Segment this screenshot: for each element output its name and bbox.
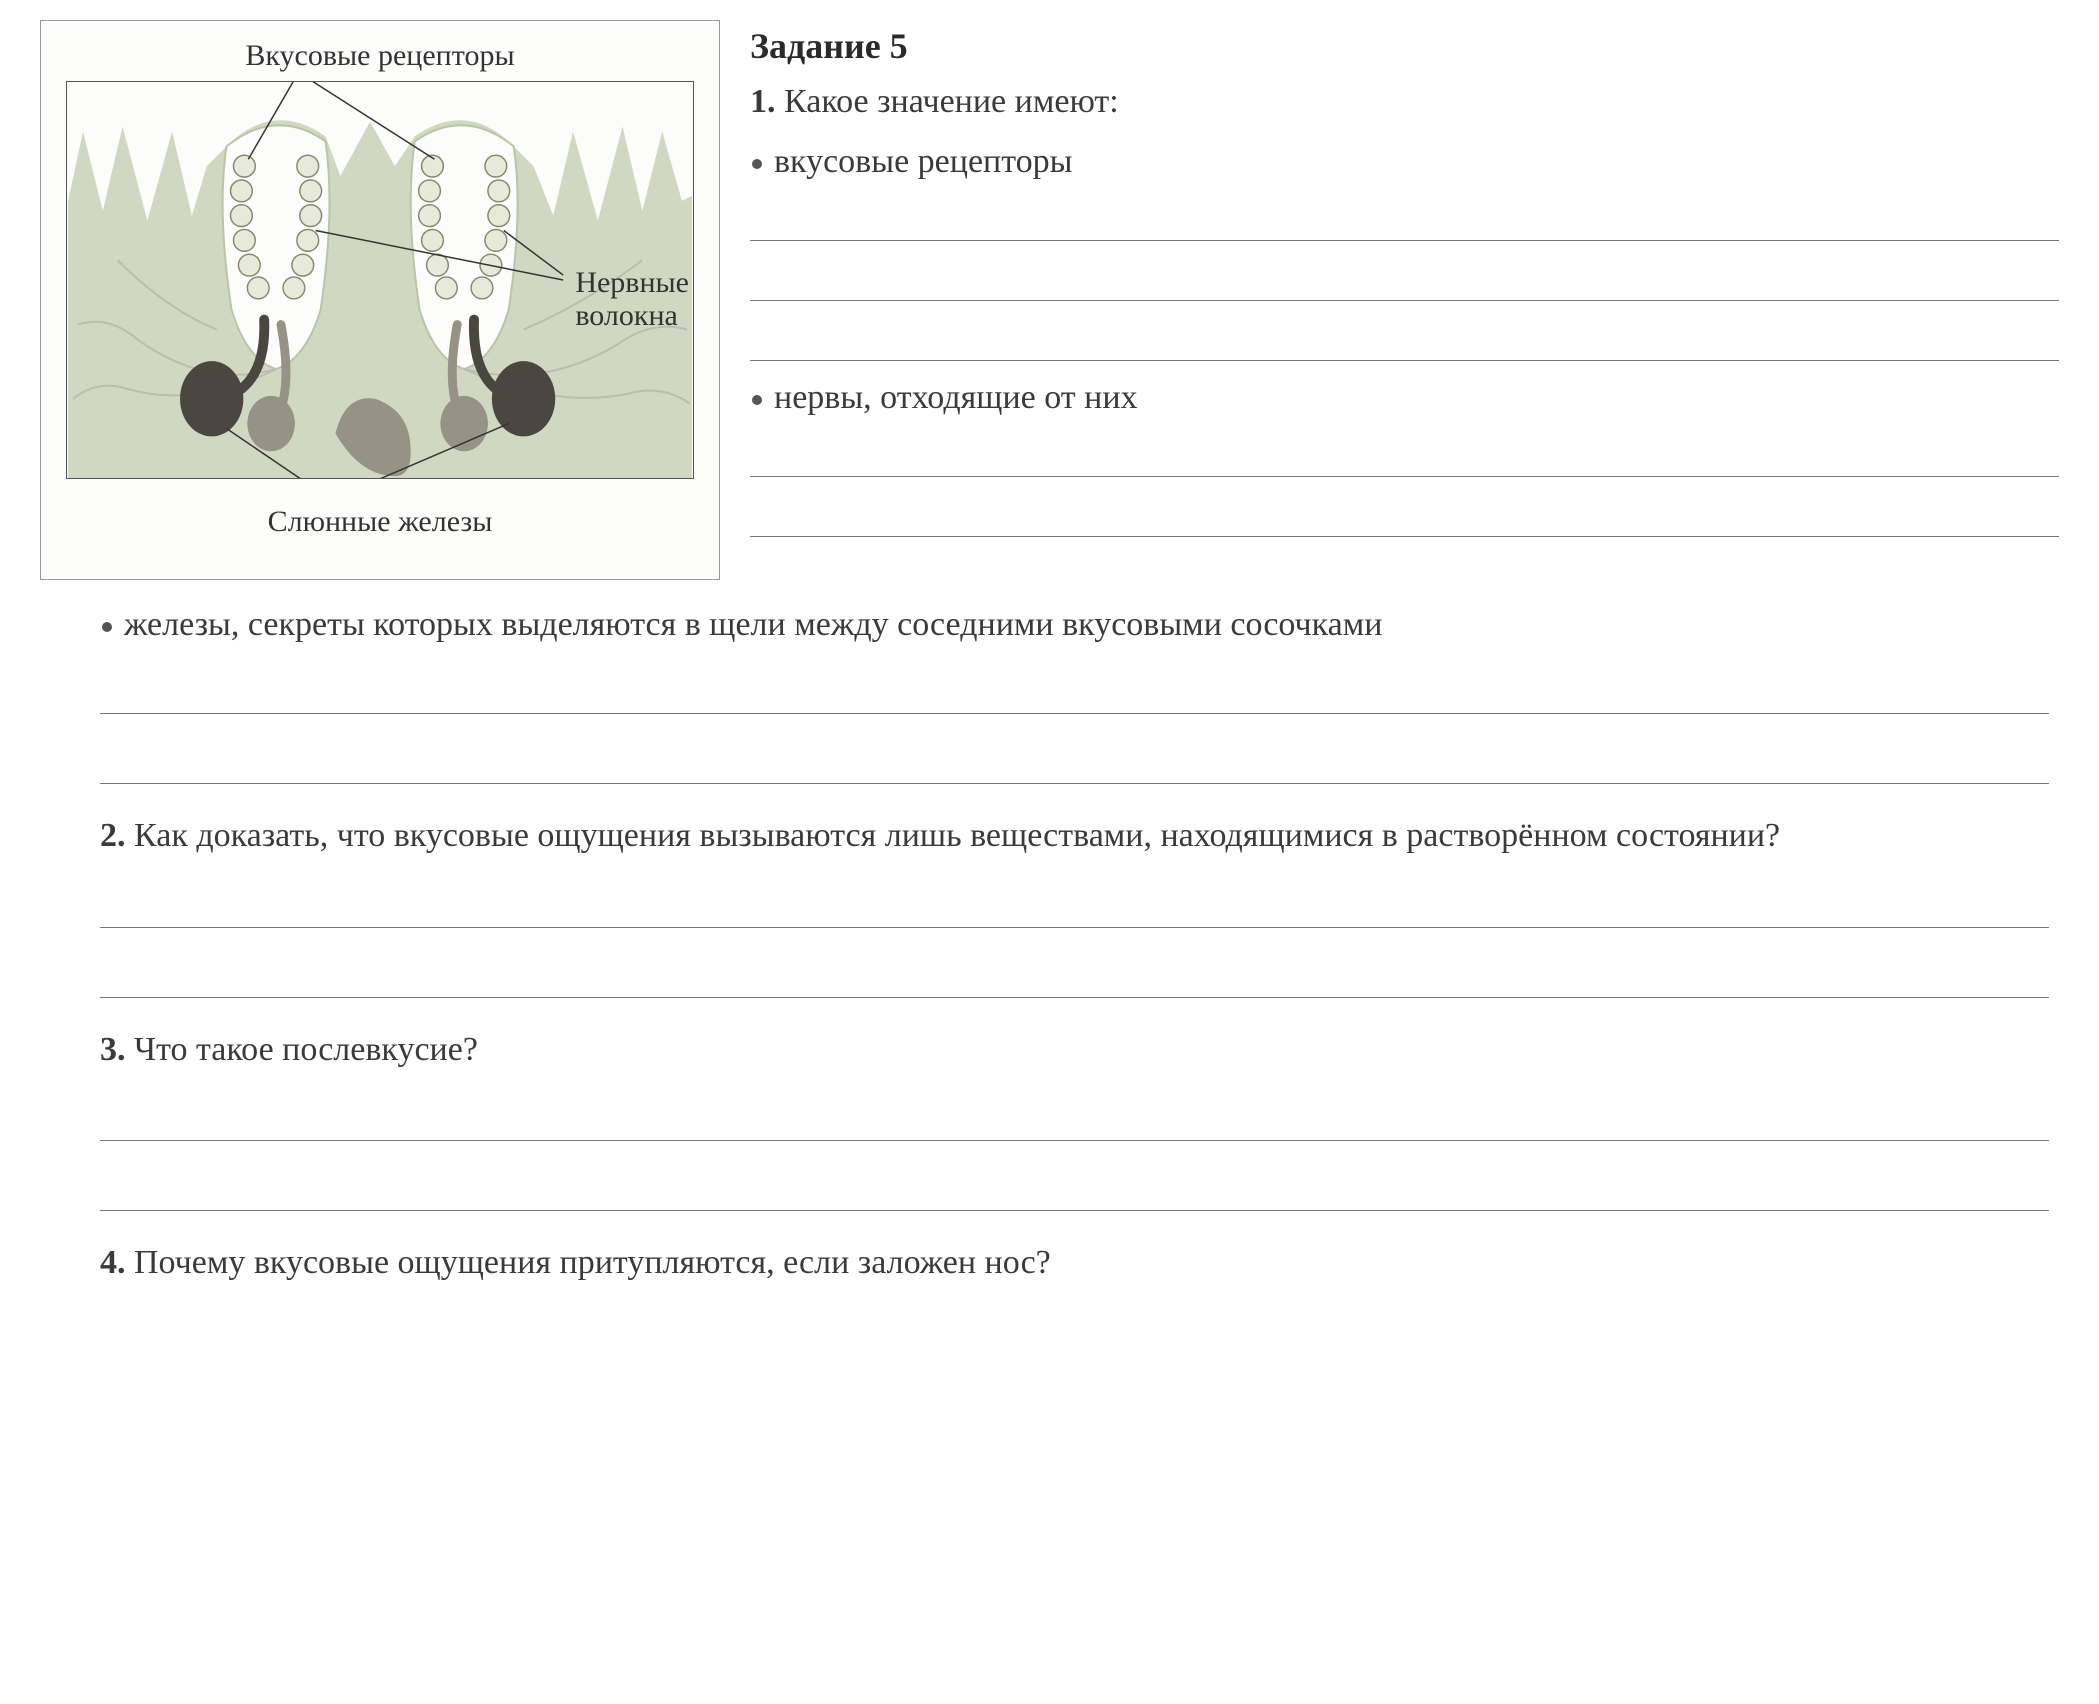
q4-number: 4.: [100, 1244, 126, 1281]
q1-number: 1.: [750, 83, 776, 120]
answer-line[interactable]: [750, 427, 2059, 477]
answer-line[interactable]: [100, 654, 2049, 714]
q3-number: 3.: [100, 1031, 126, 1068]
nerve-label-line2: волокна: [575, 299, 677, 332]
q2-number: 2.: [100, 817, 126, 854]
answer-line[interactable]: [750, 191, 2059, 241]
bullet3-text: железы, секреты которых выделяются в щел…: [124, 606, 1382, 643]
worksheet-page: Вкусовые рецепторы: [40, 20, 2059, 1295]
question-3: 3. Что такое послевкусие?: [100, 1026, 2049, 1074]
answer-line[interactable]: [750, 251, 2059, 301]
right-column: Задание 5 1. Какое значение имеют: вкусо…: [750, 20, 2059, 547]
answer-line[interactable]: [100, 868, 2049, 928]
bullet-dot-icon: [752, 159, 762, 169]
question-4: 4. Почему вкусовые ощущения притупляются…: [100, 1239, 2049, 1287]
bottom-section: железы, секреты которых выделяются в щел…: [40, 600, 2059, 1295]
question-1: 1. Какое значение имеют:: [750, 79, 2059, 125]
bullet-taste-receptors: вкусовые рецепторы: [750, 143, 2059, 181]
bullet-nerves: нервы, отходящие от них: [750, 379, 2059, 417]
diagram-container: Вкусовые рецепторы: [40, 20, 720, 580]
bullet2-text: нервы, отходящие от них: [774, 379, 1138, 416]
nerve-label-line1: Нервные: [575, 266, 689, 299]
answer-line[interactable]: [750, 487, 2059, 537]
bullet1-text: вкусовые рецепторы: [774, 143, 1073, 180]
diagram-label-salivary-glands: Слюнные железы: [41, 505, 719, 539]
bullet-dot-icon: [102, 622, 112, 632]
answer-line[interactable]: [750, 311, 2059, 361]
task-title: Задание 5: [750, 25, 2059, 67]
bullet-glands: железы, секреты которых выделяются в щел…: [100, 606, 2049, 644]
answer-line[interactable]: [100, 1081, 2049, 1141]
q1-text: Какое значение имеют:: [784, 83, 1119, 120]
answer-line[interactable]: [100, 938, 2049, 998]
answer-line[interactable]: [100, 1151, 2049, 1211]
bullet-dot-icon: [752, 395, 762, 405]
diagram-label-nerve-fibers: Нервные волокна: [575, 266, 689, 332]
diagram-label-taste-receptors: Вкусовые рецепторы: [41, 39, 719, 73]
question-2: 2. Как доказать, что вкусовые ощущения в…: [100, 812, 2049, 860]
q4-text: Почему вкусовые ощущения притупляются, е…: [134, 1244, 1051, 1281]
top-row: Вкусовые рецепторы: [40, 20, 2059, 580]
q3-text: Что такое послевкусие?: [134, 1031, 478, 1068]
answer-line[interactable]: [100, 724, 2049, 784]
q2-text: Как доказать, что вкусовые ощущения вызы…: [134, 817, 1780, 854]
